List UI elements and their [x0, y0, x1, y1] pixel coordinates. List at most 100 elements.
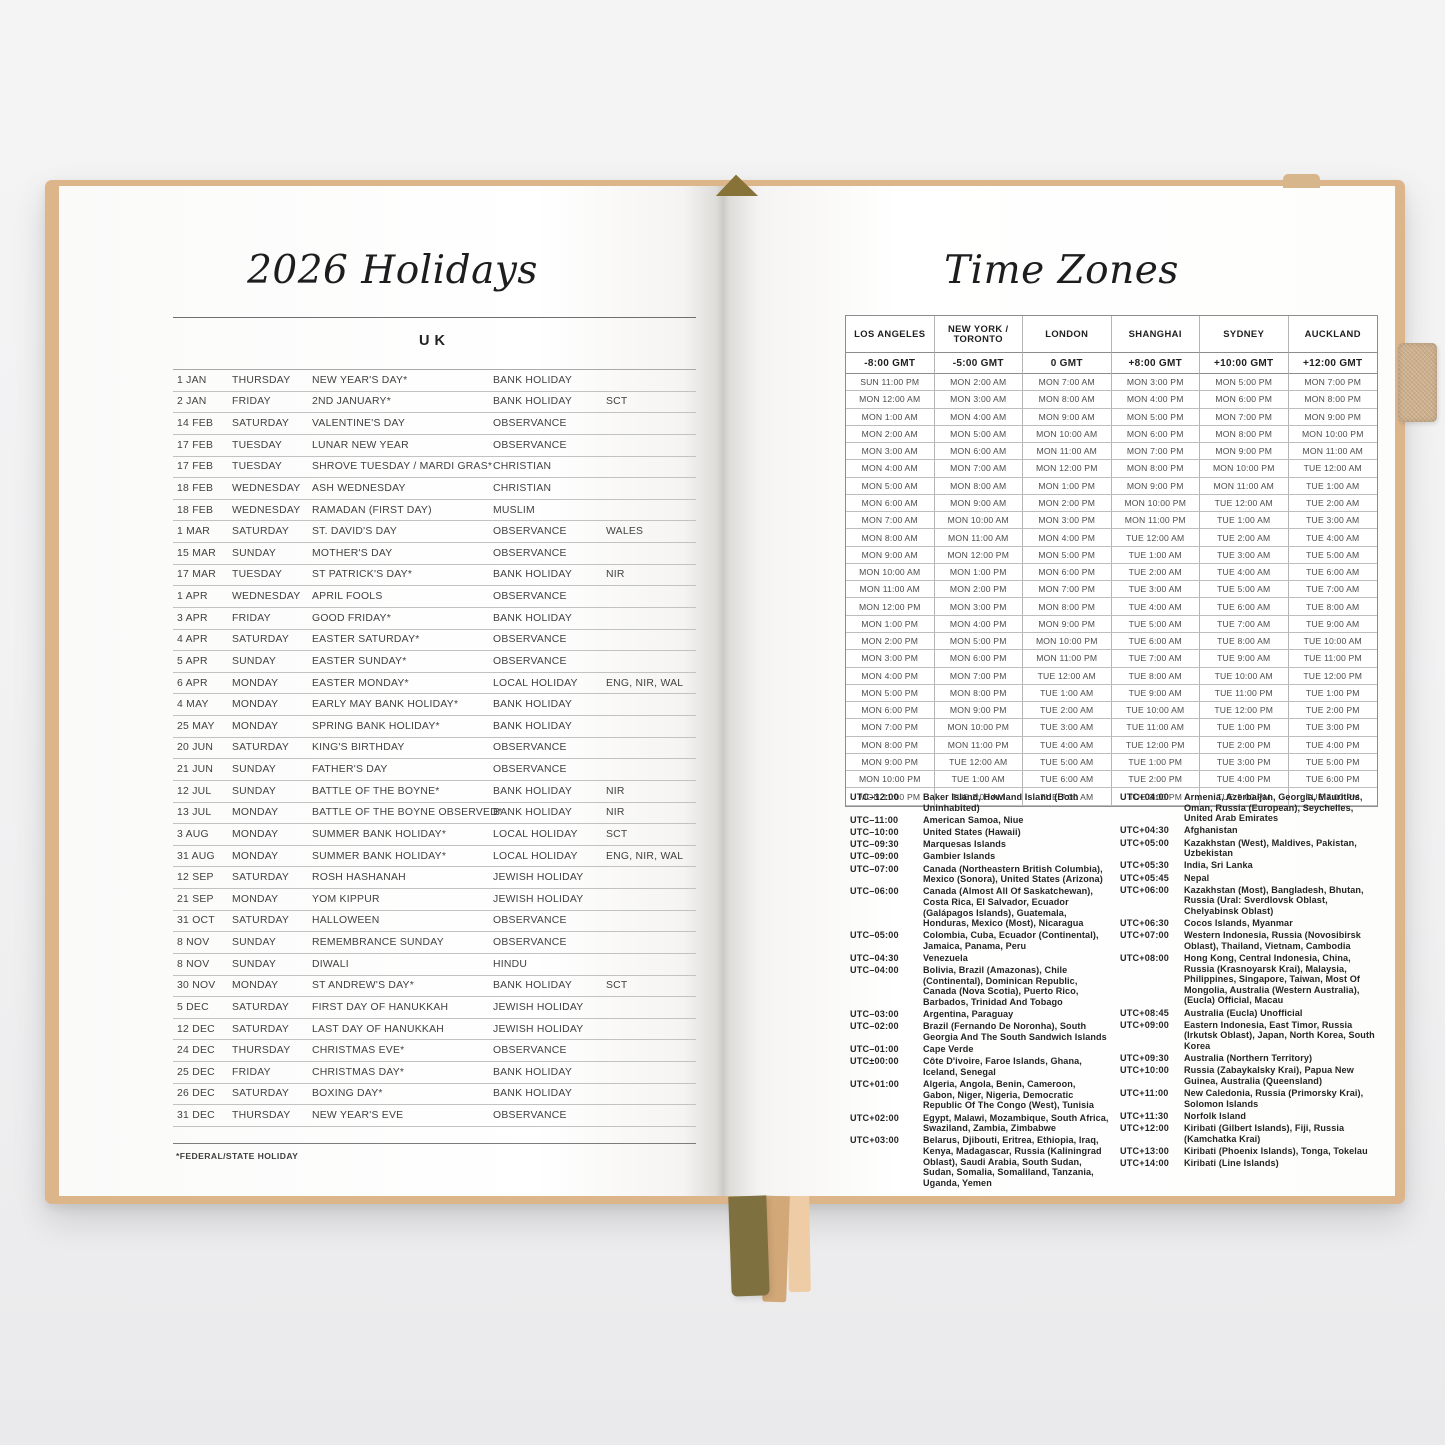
holiday-day: THURSDAY	[232, 1110, 291, 1122]
holiday-day: FRIDAY	[232, 1066, 271, 1078]
bookmark-ribbon-peach	[787, 1195, 811, 1293]
holiday-day: SATURDAY	[232, 1001, 290, 1013]
tz-time-cell: MON 3:00 PM	[934, 598, 1023, 616]
utc-entry: UTC–02:00 Brazil (Fernando De Noronha), S…	[850, 1021, 1110, 1042]
utc-entry: UTC+14:00 Kiribati (Line Islands)	[1120, 1158, 1378, 1169]
tz-time-cell: TUE 7:00 PM	[1288, 788, 1377, 806]
holiday-type: OBSERVANCE	[493, 655, 567, 667]
holiday-row: 8 NOV SUNDAY DIWALI HINDU	[173, 954, 696, 976]
tz-time-cell: TUE 3:00 PM	[1288, 719, 1377, 737]
utc-entry: UTC–10:00 United States (Hawaii)	[850, 827, 1110, 838]
tz-time-cell: MON 5:00 PM	[934, 632, 1023, 651]
holiday-date: 30 NOV	[177, 980, 216, 992]
utc-entry: UTC+05:30 India, Sri Lanka	[1120, 860, 1378, 871]
utc-offset-label: UTC+08:45	[1120, 1007, 1170, 1018]
holiday-day: MONDAY	[232, 699, 279, 711]
tz-time-cell: TUE 1:00 AM	[934, 771, 1023, 789]
utc-entry: UTC+01:00 Algeria, Angola, Benin, Cameroo…	[850, 1079, 1110, 1111]
utc-offset-label: UTC+09:00	[1120, 1019, 1170, 1030]
holiday-name: SPRING BANK HOLIDAY*	[312, 720, 440, 732]
utc-offset-label: UTC+11:30	[1120, 1110, 1169, 1121]
utc-offset-label: UTC+07:00	[1120, 930, 1170, 941]
tz-time-cell: TUE 11:00 PM	[1288, 650, 1377, 668]
tz-gmt-offset: +12:00 GMT	[1288, 353, 1377, 374]
tz-time-cell: TUE 9:00 AM	[1111, 684, 1200, 703]
tz-time-cell: MON 2:00 AM	[934, 374, 1023, 392]
tz-time-cell: TUE 2:00 AM	[1288, 495, 1377, 513]
tz-time-cell: MON 10:00 PM	[846, 771, 935, 789]
tz-time-cell: MON 9:00 PM	[1023, 615, 1112, 633]
holiday-row: 25 MAY MONDAY SPRING BANK HOLIDAY* BANK HOL…	[173, 716, 696, 738]
utc-offset-label: UTC–06:00	[850, 886, 899, 897]
utc-offset-label: UTC+05:30	[1120, 860, 1170, 871]
utc-entry: UTC–07:00 Canada (Northeastern British Co…	[850, 864, 1110, 885]
holiday-date: 21 JUN	[177, 764, 214, 776]
tz-time-cell: MON 11:00 PM	[1111, 512, 1200, 530]
utc-regions-text: Australia (Eucla) Unofficial	[1184, 1007, 1303, 1018]
holiday-name: DIWALI	[312, 958, 349, 970]
tz-time-cell: TUE 12:00 PM	[1200, 702, 1289, 720]
tz-time-cell: MON 6:00 PM	[1111, 425, 1200, 444]
utc-entry: UTC+12:00 Kiribati (Gilbert Islands), Fij…	[1120, 1123, 1378, 1144]
holiday-type: OBSERVANCE	[493, 742, 567, 754]
utc-entry: UTC+11:00 New Caledonia, Russia (Primorsk…	[1120, 1088, 1378, 1109]
tz-gmt-offset: +8:00 GMT	[1111, 353, 1200, 374]
holiday-name: LUNAR NEW YEAR	[312, 439, 409, 451]
utc-entry: UTC±00:00 Côte D'ivoire, Faroe Islands, G…	[850, 1056, 1110, 1077]
title-rule	[173, 317, 696, 319]
tz-time-cell: MON 10:00 PM	[1111, 494, 1200, 513]
tz-time-cell: MON 7:00 AM	[934, 460, 1023, 478]
utc-offset-label: UTC+01:00	[850, 1079, 900, 1090]
utc-regions-text: United States (Hawaii)	[923, 826, 1021, 837]
tz-time-cell: MON 7:00 PM	[934, 667, 1023, 685]
utc-regions-text: Western Indonesia, Russia (Novosibirsk O…	[1184, 930, 1361, 951]
tz-time-cell: MON 9:00 AM	[846, 546, 935, 564]
tz-time-cell: MON 8:00 PM	[1200, 425, 1289, 444]
tz-time-cell: TUE 1:00 PM	[1200, 719, 1289, 737]
tz-time-cell: MON 5:00 PM	[1023, 546, 1112, 564]
tz-time-cell: MON 4:00 PM	[846, 667, 935, 685]
holiday-day: SATURDAY	[232, 1088, 290, 1100]
holiday-row: 6 APR MONDAY EASTER MONDAY* LOCAL HOLIDAY EN…	[173, 673, 696, 695]
tz-time-cell: MON 8:00 PM	[846, 736, 935, 754]
utc-offset-label: UTC+09:30	[1120, 1053, 1170, 1064]
holiday-name: ST PATRICK'S DAY*	[312, 569, 413, 581]
tz-time-cell: MON 7:00 PM	[1111, 443, 1200, 461]
holiday-date: 12 SEP	[177, 872, 214, 884]
tz-time-cell: MON 8:00 PM	[1023, 598, 1112, 616]
tz-time-cell: MON 4:00 AM	[846, 460, 935, 478]
utc-entry: UTC–11:00 American Samoa, Niue	[850, 815, 1110, 826]
holiday-region: NIR	[606, 569, 625, 581]
holiday-day: TUESDAY	[232, 461, 283, 473]
holiday-date: 5 APR	[177, 655, 208, 667]
holiday-row: 26 DEC SATURDAY BOXING DAY* BANK HOLIDAY	[173, 1084, 696, 1106]
tz-time-cell: TUE 1:00 AM	[1200, 512, 1289, 530]
utc-regions-text: Russia (Zabaykalsky Krai), Papua New Gui…	[1184, 1065, 1354, 1086]
holiday-day: SATURDAY	[232, 418, 290, 430]
tz-time-cell: TUE 12:00 AM	[934, 753, 1023, 772]
tz-time-cell: TUE 8:00 AM	[1288, 598, 1377, 616]
utc-list-left: UTC–12:00 Baker Island, Howland Island (B…	[850, 792, 1110, 1190]
tz-time-cell: TUE 1:00 AM	[1023, 684, 1112, 703]
utc-offset-label: UTC+08:00	[1120, 953, 1170, 964]
tz-time-cell: MON 12:00 PM	[846, 598, 935, 616]
holiday-name: EASTER SUNDAY*	[312, 655, 407, 667]
utc-regions-text: Nepal	[1184, 872, 1210, 883]
tz-time-cell: TUE 1:00 AM	[1111, 546, 1200, 564]
utc-regions-text: Marquesas Islands	[923, 839, 1007, 850]
holiday-row: 21 SEP MONDAY YOM KIPPUR JEWISH HOLIDAY	[173, 889, 696, 911]
holiday-row: 14 FEB SATURDAY VALENTINE'S DAY OBSERVANCE	[173, 413, 696, 435]
holiday-type: BANK HOLIDAY	[493, 396, 573, 408]
tz-time-cell: MON 1:00 PM	[1023, 477, 1112, 495]
holiday-type: OBSERVANCE	[493, 634, 567, 646]
tz-time-cell: TUE 6:00 PM	[1288, 771, 1377, 789]
tz-time-cell: MON 11:00 PM	[846, 788, 935, 806]
holiday-row: 3 APR FRIDAY GOOD FRIDAY* BANK HOLIDAY	[173, 608, 696, 630]
holiday-region: SCT	[606, 828, 628, 840]
utc-entry: UTC+07:00 Western Indonesia, Russia (Novo…	[1120, 930, 1378, 951]
holiday-date: 20 JUN	[177, 742, 214, 754]
tz-time-cell: TUE 5:00 AM	[1111, 615, 1200, 633]
tz-time-cell: MON 9:00 AM	[1023, 408, 1112, 426]
holiday-type: BANK HOLIDAY	[493, 720, 573, 732]
